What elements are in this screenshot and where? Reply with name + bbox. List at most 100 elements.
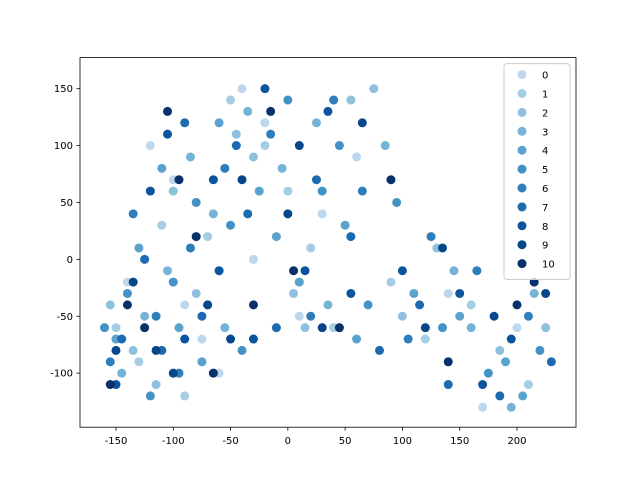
point <box>380 141 390 151</box>
point <box>294 141 304 151</box>
point <box>426 232 436 242</box>
legend-label: 7 <box>542 203 548 214</box>
point <box>334 141 344 151</box>
point <box>180 118 190 128</box>
legend-marker <box>517 183 527 193</box>
point <box>151 311 161 321</box>
legend-label: 0 <box>542 71 548 82</box>
x-tick-label: -50 <box>222 436 238 447</box>
y-tick-label: 150 <box>54 84 73 95</box>
point <box>294 277 304 287</box>
point <box>237 175 247 185</box>
legend-marker <box>517 70 527 80</box>
point <box>300 323 310 333</box>
point <box>185 243 195 253</box>
x-tick-label: -150 <box>105 436 128 447</box>
point <box>409 288 419 298</box>
point <box>260 141 270 151</box>
point <box>455 288 465 298</box>
point <box>208 368 218 378</box>
point <box>191 232 201 242</box>
point <box>128 277 138 287</box>
point <box>271 232 281 242</box>
point <box>145 391 155 401</box>
point <box>403 334 413 344</box>
point <box>495 345 505 355</box>
point <box>163 129 173 139</box>
legend-marker <box>517 107 527 117</box>
legend-label: 2 <box>542 108 548 119</box>
point <box>122 288 132 298</box>
point <box>248 300 258 310</box>
point <box>397 266 407 276</box>
point <box>449 266 459 276</box>
point <box>266 106 276 116</box>
point <box>203 300 213 310</box>
point <box>334 323 344 333</box>
legend-label: 10 <box>542 260 555 271</box>
point <box>289 266 299 276</box>
y-tick-label: 0 <box>67 255 73 266</box>
point <box>352 334 362 344</box>
legend-label: 5 <box>542 165 548 176</box>
point <box>489 311 499 321</box>
point <box>105 300 115 310</box>
point <box>438 243 448 253</box>
axes-frame <box>79 57 577 428</box>
point <box>277 163 287 173</box>
point <box>197 334 207 344</box>
point <box>506 402 516 412</box>
point <box>231 141 241 151</box>
point <box>283 209 293 219</box>
point <box>357 118 367 128</box>
point <box>466 323 476 333</box>
point <box>208 209 218 219</box>
point <box>512 323 522 333</box>
point <box>363 300 373 310</box>
legend-label: 9 <box>542 241 548 252</box>
point <box>157 220 167 230</box>
point <box>243 106 253 116</box>
point <box>248 334 258 344</box>
point <box>420 334 430 344</box>
point <box>151 345 161 355</box>
legend-box <box>503 63 571 280</box>
point <box>128 209 138 219</box>
point <box>226 334 236 344</box>
point <box>105 380 115 390</box>
point <box>197 311 207 321</box>
point <box>220 163 230 173</box>
point <box>208 175 218 185</box>
point <box>117 334 127 344</box>
point <box>438 323 448 333</box>
point <box>134 357 144 367</box>
point <box>168 186 178 196</box>
point <box>323 300 333 310</box>
point <box>466 300 476 310</box>
point <box>185 152 195 162</box>
point <box>420 323 430 333</box>
point <box>260 118 270 128</box>
legend-marker <box>517 240 527 250</box>
point <box>317 186 327 196</box>
legend-marker <box>517 145 527 155</box>
point <box>111 323 121 333</box>
x-tick-label: 100 <box>393 436 412 447</box>
point <box>541 288 551 298</box>
point <box>254 186 264 196</box>
point <box>168 277 178 287</box>
point <box>495 391 505 401</box>
x-tick-label: -100 <box>162 436 185 447</box>
point <box>311 175 321 185</box>
point <box>455 311 465 321</box>
point <box>180 334 190 344</box>
point <box>248 254 258 264</box>
point <box>294 311 304 321</box>
point <box>546 357 556 367</box>
point <box>518 391 528 401</box>
point <box>248 152 258 162</box>
point <box>283 95 293 105</box>
point <box>134 243 144 253</box>
point <box>415 300 425 310</box>
point <box>271 323 281 333</box>
